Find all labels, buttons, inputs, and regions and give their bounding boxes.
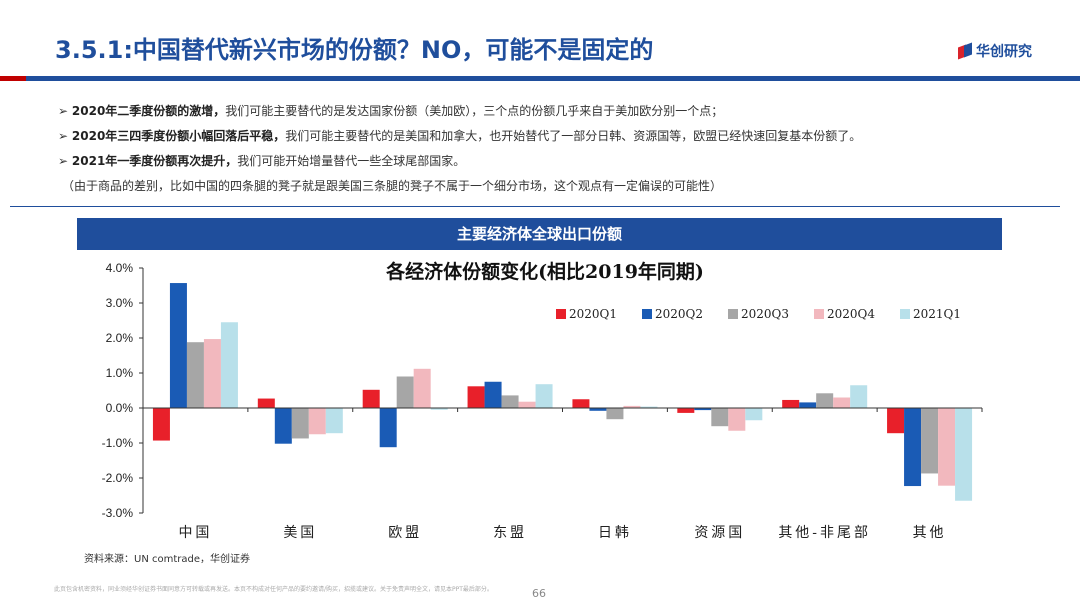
- bar-chart: 4.0% 3.0% 2.0% 1.0% 0.0% -1.0% -2.0% -3.0% 中国 美国 欧…: [102, 260, 983, 541]
- y-tick-label: 4.0%: [106, 261, 134, 275]
- bar-2020Q3: [606, 408, 624, 420]
- legend-label: 2021Q1: [913, 307, 961, 321]
- bar-2020Q1: [677, 408, 695, 413]
- y-tick-label: 2.0%: [106, 331, 134, 345]
- logo-icon: [958, 42, 972, 60]
- bar-2020Q4: [308, 408, 326, 435]
- bar-2020Q4: [938, 408, 956, 486]
- bar-2021Q1: [955, 408, 973, 501]
- bar-2021Q1: [640, 406, 658, 408]
- source-note: 资料来源：UN comtrade，华创证券: [84, 554, 250, 565]
- logo-text: 华创研究: [976, 44, 1032, 60]
- bar-2020Q2: [484, 381, 502, 408]
- bullet-marker-icon: ➢: [58, 154, 69, 168]
- bullet-text: 我们可能主要替代的是发达国家份额（美加欧），三个点的份额几乎来自于美加欧分别一个…: [225, 104, 724, 118]
- y-tick-label: -3.0%: [102, 506, 134, 520]
- x-tick-label: 日韩: [598, 525, 632, 541]
- bar-2020Q1: [572, 399, 590, 408]
- chart-banner: 主要经济体全球出口份额: [77, 218, 1002, 250]
- legend-swatch: [814, 309, 824, 319]
- bar-2021Q1: [430, 408, 448, 410]
- bullet-item: ➢ 2020年二季度份额的激增，我们可能主要替代的是发达国家份额（美加欧），三个…: [58, 99, 861, 124]
- bar-2020Q3: [816, 393, 834, 408]
- bar-2020Q4: [833, 397, 851, 408]
- bar-2020Q2: [694, 408, 712, 411]
- legend-label: 2020Q1: [569, 307, 617, 321]
- bullet-text: 我们可能主要替代的是美国和加拿大，也开始替代了一部分日韩、资源国等，欧盟已经快速…: [285, 129, 862, 143]
- x-tick-label: 中国: [178, 525, 212, 541]
- bar-2020Q2: [274, 408, 292, 444]
- y-tick-label: -2.0%: [102, 471, 134, 485]
- bullet-bold: 2021年一季度份额再次提升，: [71, 154, 238, 168]
- bullet-item: ➢ 2021年一季度份额再次提升，我们可能开始增量替代一些全球尾部国家。: [58, 149, 861, 174]
- bar-2020Q2: [904, 408, 922, 487]
- bullet-bold: 2020年二季度份额的激增，: [71, 104, 226, 118]
- bar-2020Q3: [711, 408, 729, 427]
- legend-swatch: [642, 309, 652, 319]
- y-tick-label: 0.0%: [106, 401, 134, 415]
- legend-label: 2020Q4: [827, 307, 875, 321]
- legend-swatch: [556, 309, 566, 319]
- bar-2020Q3: [501, 395, 519, 408]
- chart-title: 各经济体份额变化(相比2019年同期): [385, 260, 704, 283]
- x-tick-label: 资源国: [694, 525, 745, 541]
- y-tick-label: 3.0%: [106, 296, 134, 310]
- x-tick-label: 欧盟: [388, 525, 422, 541]
- bar-2021Q1: [220, 322, 238, 408]
- bar-2020Q4: [728, 408, 746, 431]
- y-tick-label: 1.0%: [106, 366, 134, 380]
- bar-2020Q3: [921, 408, 939, 474]
- legend-swatch: [728, 309, 738, 319]
- bar-2020Q2: [379, 408, 397, 448]
- bar-2020Q1: [362, 389, 380, 408]
- section-divider: [10, 206, 1060, 207]
- bullet-note: （由于商品的差别，比如中国的四条腿的凳子就是跟美国三条腿的凳子不属于一个细分市场…: [62, 179, 723, 193]
- bar-2020Q1: [467, 386, 485, 408]
- x-tick-label: 其他: [913, 525, 947, 541]
- bar-2020Q4: [413, 368, 431, 408]
- bar-2020Q3: [396, 376, 414, 408]
- bar-2021Q1: [745, 408, 763, 421]
- bar-2020Q1: [887, 408, 905, 434]
- disclaimer: 此页包含机密资料，同业须经华创证券书面同意方可转载或再发送。本页不构成对任何产品…: [54, 586, 493, 593]
- bullet-list: ➢ 2020年二季度份额的激增，我们可能主要替代的是发达国家份额（美加欧），三个…: [58, 99, 861, 199]
- bullet-bold: 2020年三四季度份额小幅回落后平稳，: [71, 129, 286, 143]
- bullet-marker-icon: ➢: [58, 104, 69, 118]
- bar-2021Q1: [850, 385, 868, 408]
- y-tick-label: -1.0%: [102, 436, 134, 450]
- bar-2020Q1: [782, 399, 800, 408]
- header-divider-accent: [0, 76, 26, 81]
- page-number: 66: [532, 587, 546, 600]
- bar-2020Q2: [169, 283, 187, 408]
- x-tick-label: 其他-非尾部: [778, 525, 871, 541]
- x-tick-label: 东盟: [493, 525, 527, 541]
- bar-2020Q2: [799, 402, 817, 408]
- bullet-text: 我们可能开始增量替代一些全球尾部国家。: [237, 154, 466, 168]
- bar-2020Q1: [152, 408, 170, 441]
- bar-2020Q3: [291, 408, 309, 439]
- bullet-item: ➢ 2020年三四季度份额小幅回落后平稳，我们可能主要替代的是美国和加拿大，也开…: [58, 124, 861, 149]
- header-divider: [0, 76, 1080, 81]
- bar-2020Q2: [589, 408, 607, 411]
- brand-logo: 华创研究: [958, 41, 1032, 61]
- bar-2021Q1: [325, 408, 343, 434]
- bar-2020Q4: [623, 405, 641, 408]
- legend-label: 2020Q2: [655, 307, 703, 321]
- bar-2020Q4: [518, 401, 536, 408]
- x-tick-label: 美国: [283, 525, 317, 541]
- page-title: 3.5.1:中国替代新兴市场的份额？NO，可能不是固定的: [55, 36, 654, 64]
- bar-2020Q3: [186, 342, 204, 408]
- bar-2021Q1: [535, 384, 553, 408]
- bar-2020Q4: [203, 339, 221, 408]
- legend-label: 2020Q3: [741, 307, 789, 321]
- bar-2020Q1: [257, 398, 275, 408]
- bullet-marker-icon: ➢: [58, 129, 69, 143]
- legend-swatch: [900, 309, 910, 319]
